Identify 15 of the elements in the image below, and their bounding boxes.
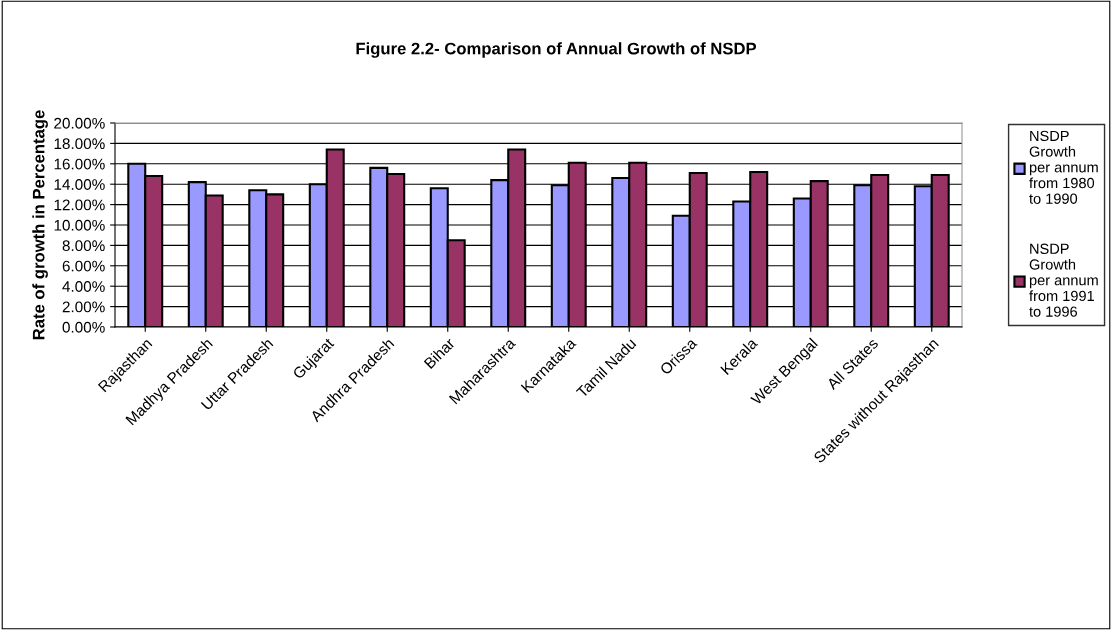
y-tick-label: 18.00% [54, 138, 105, 150]
y-tick-label: 10.00% [54, 219, 105, 231]
y-tick-label: 12.00% [54, 199, 105, 211]
y-tick-label: 14.00% [54, 179, 105, 190]
y-axis-title: Rate of growth in Percentage [32, 110, 48, 340]
y-tick-label: 20.00% [54, 117, 105, 129]
y-tick-label: 16.00% [54, 158, 105, 170]
legend-label: NSDP Growth per annum from 1991 to 1996 [1029, 243, 1098, 317]
y-tick-label: 4.00% [62, 281, 105, 292]
y-tick-label: 6.00% [62, 260, 105, 272]
chart-title: Figure 2.2- Comparison of Annual Growth of NSDP [356, 42, 757, 58]
y-tick-label: 2.00% [62, 301, 105, 313]
y-tick-label: 0.00% [62, 321, 105, 333]
legend-label: NSDP Growth per annum from 1980 to 1990 [1029, 130, 1098, 204]
y-tick-label: 8.00% [62, 240, 105, 252]
